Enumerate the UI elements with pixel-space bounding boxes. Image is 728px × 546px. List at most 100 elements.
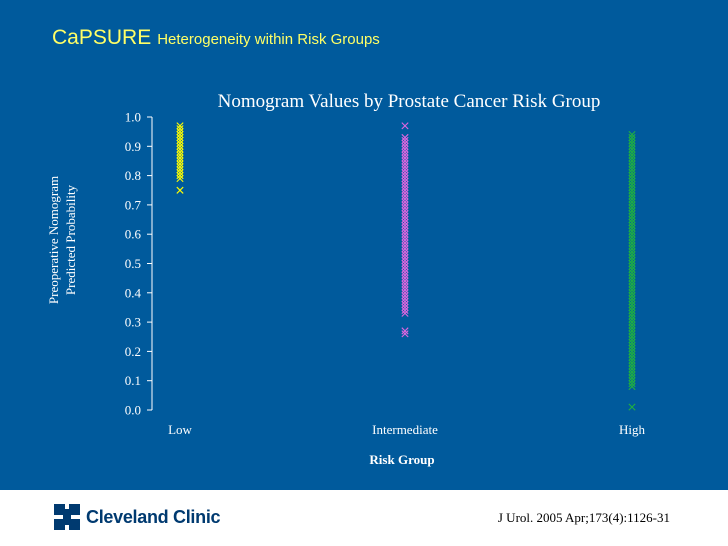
slide-title-main: CaPSURE (52, 26, 152, 49)
data-point-high (628, 350, 636, 358)
data-point-intermediate (401, 210, 409, 218)
data-point-intermediate (401, 157, 409, 165)
data-point-high (628, 298, 636, 306)
data-point-high (628, 274, 636, 282)
data-point-high (628, 359, 636, 367)
x-tick-label-high: High (619, 422, 646, 437)
data-point-intermediate (401, 303, 409, 312)
data-point-intermediate (401, 295, 409, 303)
data-point-intermediate (401, 183, 409, 191)
data-point-high (628, 365, 636, 373)
data-point-high (628, 221, 636, 229)
y-axis-ticks: 0.0 0.1 0.2 0.3 0.4 0.5 0.6 0.7 0.8 0.9 1.0 (125, 110, 152, 418)
data-points (176, 122, 636, 411)
y-tick-label: 0.5 (125, 256, 141, 271)
data-point-high (628, 174, 636, 183)
data-point-low (176, 166, 184, 174)
data-point-intermediate (401, 204, 409, 212)
y-tick-label: 0.0 (125, 403, 141, 418)
data-point-intermediate (401, 160, 409, 168)
data-point-intermediate (401, 139, 409, 147)
y-tick-label: 0.1 (125, 373, 141, 388)
data-point-intermediate (401, 277, 409, 285)
data-point-intermediate (401, 286, 409, 294)
cleveland-clinic-logo: Cleveland Clinic (54, 504, 221, 530)
data-point-high (628, 130, 636, 139)
data-point-high (628, 347, 636, 355)
data-point-high (628, 145, 636, 153)
data-point-high (628, 356, 636, 364)
data-point-high (628, 148, 636, 156)
scatter-chart: Nomogram Values by Prostate Cancer Risk … (46, 91, 646, 467)
data-point-high (628, 177, 636, 186)
data-point-high (628, 256, 636, 265)
data-point-intermediate (401, 256, 409, 265)
data-point-intermediate (401, 242, 409, 250)
data-point-intermediate (401, 213, 409, 221)
data-point-intermediate (401, 248, 409, 256)
data-point-low (176, 172, 184, 180)
data-point-intermediate (401, 230, 409, 238)
data-point-low (176, 130, 184, 139)
data-point-intermediate (401, 195, 409, 203)
data-point-high (628, 218, 636, 227)
y-tick-label: 0.9 (125, 139, 141, 154)
data-point-intermediate (401, 271, 409, 279)
data-point-intermediate (401, 163, 409, 171)
data-point-high (628, 283, 636, 291)
data-point-intermediate (401, 145, 409, 153)
y-tick-label: 0.8 (125, 168, 141, 183)
data-point-low (176, 169, 184, 177)
data-point-high (628, 292, 636, 300)
data-point-high (628, 374, 636, 382)
y-tick-label: 0.4 (125, 285, 142, 300)
data-point-high (628, 280, 636, 288)
y-tick-label: 0.3 (125, 315, 141, 330)
data-point-high (628, 362, 636, 370)
data-point-intermediate (401, 207, 409, 215)
data-point-low (176, 125, 184, 133)
x-axis-label: Risk Group (369, 452, 434, 467)
data-point-high (628, 321, 636, 329)
data-point-high (628, 248, 636, 256)
data-point-high (628, 371, 636, 379)
data-point-intermediate (401, 298, 409, 306)
data-point-low (176, 174, 184, 183)
data-point-intermediate (401, 201, 409, 209)
data-point-high (628, 368, 636, 376)
data-point-intermediate (401, 136, 409, 145)
data-point-intermediate (401, 221, 409, 229)
data-point-high (628, 382, 636, 391)
data-point-low (176, 128, 184, 136)
logo-text: Cleveland Clinic (86, 506, 221, 527)
y-tick-label: 0.6 (125, 227, 142, 242)
data-point-low (176, 157, 184, 165)
data-point-intermediate (401, 268, 409, 276)
data-point-intermediate (401, 236, 409, 244)
data-point-intermediate (401, 259, 409, 268)
data-point-low (176, 122, 184, 130)
data-point-high (628, 163, 636, 171)
data-point-intermediate (401, 148, 409, 156)
data-point-intermediate (401, 227, 409, 235)
data-point-intermediate (401, 174, 409, 183)
data-point-high (628, 339, 636, 347)
data-point-high (628, 166, 636, 174)
data-point-intermediate (401, 309, 409, 317)
data-point-high (628, 309, 636, 317)
data-point-low (176, 160, 184, 168)
data-point-high (628, 289, 636, 297)
citation: J Urol. 2005 Apr;173(4):1126-31 (497, 510, 670, 525)
data-point-high (628, 286, 636, 294)
data-point-high (628, 295, 636, 303)
data-point-high (628, 245, 636, 253)
data-point-high (628, 318, 636, 326)
data-point-high (628, 204, 636, 212)
data-point-high (628, 201, 636, 209)
slide-title: CaPSURE Heterogeneity within Risk Groups (52, 26, 380, 50)
data-point-intermediate (401, 283, 409, 291)
data-point-high (628, 300, 636, 309)
data-point-high (628, 207, 636, 215)
data-point-high (628, 268, 636, 276)
chart-title: Nomogram Values by Prostate Cancer Risk … (218, 91, 601, 112)
